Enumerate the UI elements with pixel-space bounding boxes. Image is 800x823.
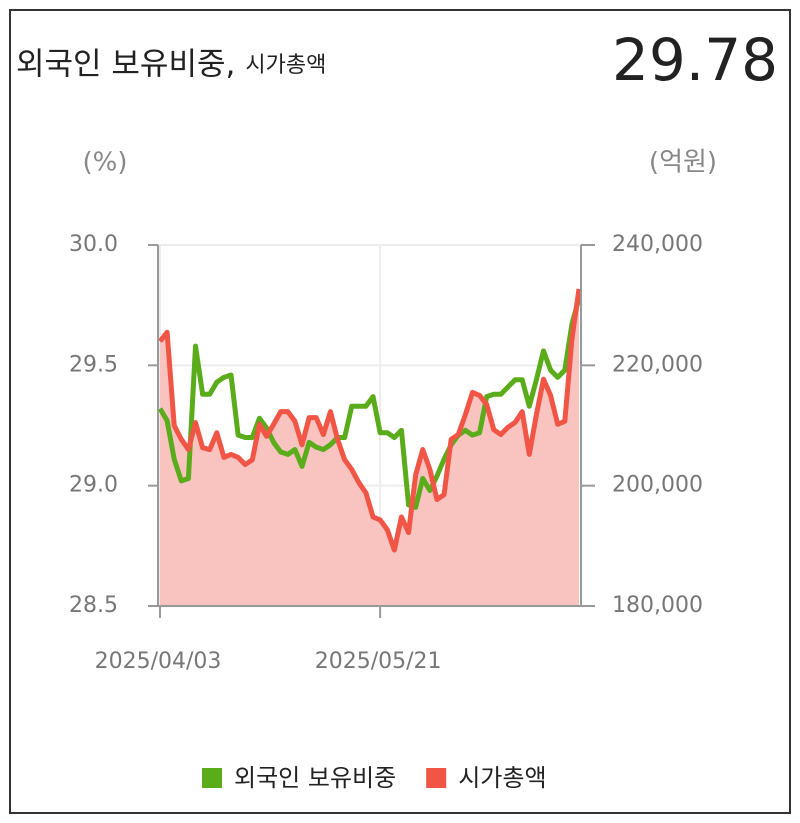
chart-subtitle: 시가총액 (245, 53, 326, 78)
legend-label: 외국인 보유비중 (234, 764, 396, 792)
y-tick-label: 29.0 (69, 473, 118, 498)
y-axis-label: (%) (83, 148, 128, 178)
legend-swatch (202, 768, 222, 788)
frame (9, 9, 791, 814)
y2-tick-label: 240,000 (612, 232, 703, 257)
y-tick-label: 29.5 (69, 352, 118, 377)
x-tick-label: 2025/05/21 (315, 649, 442, 674)
y2-tick-label: 220,000 (612, 352, 703, 377)
legend-swatch (426, 768, 447, 788)
y2-axis-label: (억원) (649, 148, 717, 178)
line (158, 288, 582, 553)
legend-label: 시가총액 (458, 764, 546, 792)
y2-tick-label: 180,000 (612, 593, 703, 618)
area (160, 288, 579, 606)
x-tick-label: 2025/04/03 (95, 649, 222, 674)
y-tick-label: 28.5 (69, 593, 118, 618)
current-value: 29.78 (612, 26, 778, 94)
y-tick-label: 30.0 (69, 232, 118, 257)
line (157, 297, 582, 510)
chart-title: 외국인 보유비중, (16, 47, 235, 83)
y2-tick-label: 200,000 (612, 473, 703, 498)
